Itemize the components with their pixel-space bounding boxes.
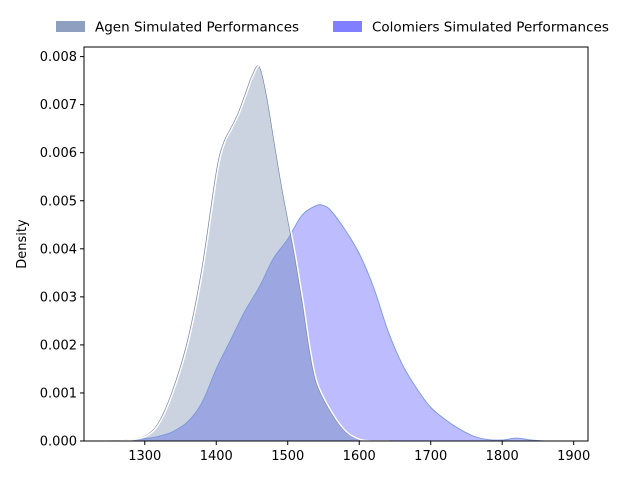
- legend-label: Colomiers Simulated Performances: [372, 20, 609, 36]
- series-colomiers-line: [101, 204, 560, 442]
- y-tick-label: 0.002: [40, 338, 77, 353]
- legend-label: Agen Simulated Performances: [95, 20, 299, 36]
- legend-item-agen: Agen Simulated Performances: [56, 20, 299, 36]
- series-agen-edge: [103, 64, 390, 442]
- y-tick-label: 0.001: [40, 386, 77, 401]
- plot-area: [83, 46, 589, 442]
- x-tick-label: 1700: [414, 449, 447, 464]
- y-axis-label: Density: [15, 219, 30, 269]
- y-tick-label: 0.000: [40, 435, 77, 450]
- x-tick-label: 1600: [343, 449, 376, 464]
- x-tick-label: 1900: [557, 449, 590, 464]
- y-tick-label: 0.004: [40, 242, 77, 257]
- y-tick-label: 0.006: [40, 146, 77, 161]
- x-tick-label: 1300: [128, 449, 161, 464]
- y-axis: 0.000 0.001 0.002 0.003 0.004 0.005 0.006 0.007…: [40, 50, 84, 450]
- x-tick-label: 1500: [271, 449, 304, 464]
- x-tick-label: 1400: [200, 449, 233, 464]
- x-tick-label: 1800: [486, 449, 519, 464]
- x-axis: 1300 1400 1500 1600 1700 1800 1900: [128, 441, 590, 464]
- series-agen-area: [101, 65, 388, 442]
- y-tick-label: 0.003: [40, 290, 77, 305]
- y-tick-label: 0.005: [40, 194, 77, 209]
- legend: Agen Simulated Performances Colomiers Sim…: [56, 20, 609, 36]
- y-tick-label: 0.007: [40, 98, 77, 113]
- legend-swatch: [333, 21, 362, 32]
- y-tick-label: 0.008: [40, 50, 77, 65]
- axes-frame: [83, 46, 589, 442]
- legend-swatch: [56, 21, 85, 32]
- legend-item-colomiers: Colomiers Simulated Performances: [333, 20, 609, 36]
